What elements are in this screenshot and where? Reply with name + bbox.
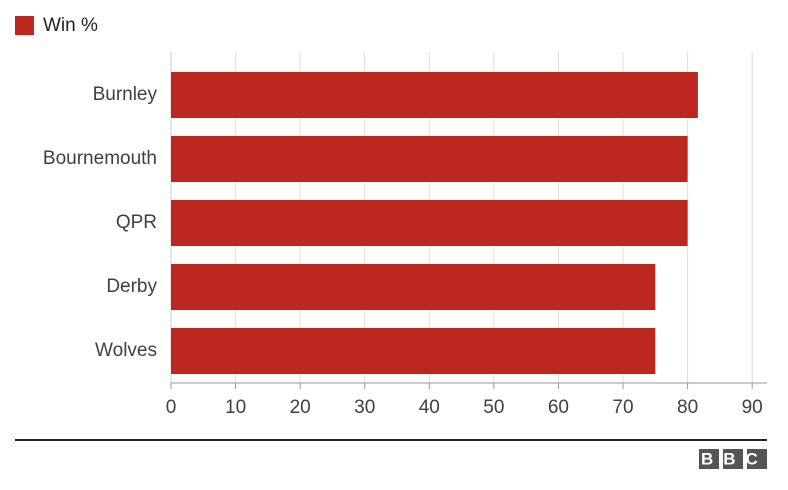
x-tick-label: 50 <box>483 397 504 418</box>
bar <box>171 264 656 310</box>
x-tick-label: 80 <box>677 397 698 418</box>
x-tick-label: 60 <box>548 397 569 418</box>
y-tick-label: Burnley <box>93 84 158 105</box>
x-tick-label: 70 <box>612 397 633 418</box>
legend-label: Win % <box>43 15 98 36</box>
x-tick-label: 10 <box>225 397 246 418</box>
x-tick-label: 0 <box>166 397 177 418</box>
bar <box>171 72 698 118</box>
bar <box>171 136 688 182</box>
x-tick-label: 30 <box>354 397 375 418</box>
bar <box>171 200 688 246</box>
bar <box>171 328 656 374</box>
x-tick-label: 90 <box>742 397 763 418</box>
logo-text: BBC <box>701 449 768 468</box>
x-tick-label: 20 <box>290 397 311 418</box>
legend-swatch <box>15 16 34 35</box>
y-tick-label: Bournemouth <box>43 148 157 169</box>
bbc-logo: BBC <box>699 449 768 469</box>
y-tick-label: Derby <box>106 276 157 297</box>
x-tick-label: 40 <box>419 397 440 418</box>
y-tick-label: Wolves <box>95 340 157 361</box>
y-tick-label: QPR <box>116 212 157 233</box>
